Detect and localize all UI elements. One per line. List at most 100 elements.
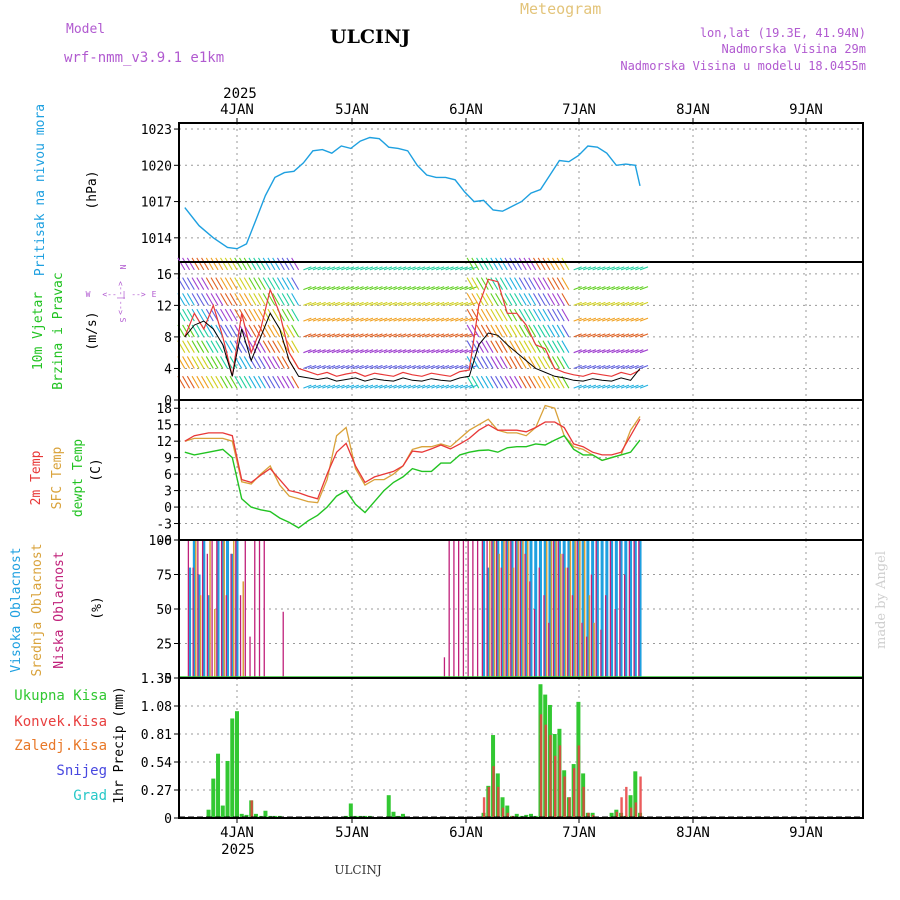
precip-conv-bar (482, 797, 486, 818)
wind-barb (205, 257, 214, 271)
wind-barb (307, 364, 317, 369)
wind-barb (440, 286, 450, 291)
wind-barb (435, 301, 445, 306)
wind-barb (253, 257, 262, 271)
wind-barb (518, 308, 527, 322)
wind-barb (201, 340, 210, 353)
wind-barb (416, 286, 426, 291)
y-tick-label: 12 (156, 435, 172, 450)
wind-barb (331, 317, 341, 322)
wind-barb (402, 301, 412, 306)
wind-barb (317, 301, 326, 306)
wind-barb (341, 333, 350, 338)
wind-barb (272, 375, 281, 389)
wind-barb (606, 286, 616, 291)
y-tick-label: 18 (156, 402, 172, 417)
wind-barb (234, 257, 243, 271)
wind-barb (243, 356, 252, 369)
wind-barb (272, 293, 281, 306)
low-cloud-bar (254, 540, 256, 678)
wind-barb (383, 349, 393, 354)
low-cloud-bar (467, 540, 469, 678)
wind-barb (224, 257, 233, 271)
wind-barb (514, 277, 522, 290)
wind-barb (286, 293, 295, 306)
wind-barb (426, 384, 435, 389)
wind-barb (523, 277, 532, 290)
wind-barb (464, 333, 473, 338)
mid-cloud-bar (545, 540, 548, 678)
wind-barb (402, 333, 412, 338)
wind-barb (431, 266, 440, 271)
wind-barb (267, 340, 276, 353)
wind-barb (312, 364, 322, 369)
precip-conv-bar (625, 786, 628, 818)
wind-barb (272, 277, 281, 290)
wind-barb (416, 266, 426, 271)
wind-barb (291, 340, 300, 353)
wind-barb (639, 301, 649, 306)
wind-barb (355, 317, 364, 322)
low-cloud-bar (187, 540, 190, 678)
precip-conv-bar (497, 786, 500, 818)
wind-barb (253, 293, 262, 306)
wind-barb (201, 277, 210, 290)
wind-barb (379, 286, 388, 291)
wind-barb (471, 277, 480, 290)
wind-barb (592, 301, 601, 306)
low-cloud-bar (206, 553, 208, 678)
low-cloud-bar (211, 540, 213, 678)
high-cloud-bar (591, 540, 595, 678)
wind-barb (435, 333, 445, 338)
wind-barb (587, 364, 597, 369)
wind-barb (291, 308, 300, 322)
wind-barb (224, 324, 233, 338)
wind-barb (398, 286, 407, 291)
wind-barb (196, 277, 205, 290)
wind-barb (561, 293, 570, 306)
day-label-top: 8JAN (676, 102, 710, 118)
wind-barb (490, 340, 499, 353)
wind-barb (407, 364, 416, 369)
wind-barb (364, 301, 374, 306)
wind-barb (191, 375, 200, 389)
wind-barb (229, 277, 238, 290)
wind-barb (445, 317, 454, 322)
y-tick-label: 1.35 (141, 672, 172, 687)
wind-barb (412, 364, 421, 369)
wind-barb (303, 301, 312, 306)
low-cloud-bar (220, 540, 223, 678)
precip-total-bar (633, 771, 638, 818)
wind-barb (322, 333, 331, 338)
wind-barb (445, 384, 454, 389)
wind-barb (369, 301, 378, 306)
wind-ylabel-2: Brzina i Pravac (51, 272, 66, 389)
wind-barb (431, 384, 440, 389)
wind-barb (620, 349, 630, 354)
wind-barb (459, 286, 469, 291)
wind-barb (201, 375, 210, 389)
wind-barb (326, 364, 336, 369)
wind-barb (322, 364, 331, 369)
low-cloud-bar (543, 595, 545, 678)
wind-barb (220, 308, 228, 322)
wind-barb (421, 384, 431, 389)
wind-barb (229, 375, 238, 389)
wind-barb (210, 356, 219, 369)
wind-barb (466, 375, 475, 389)
wind-barb (616, 301, 625, 306)
year-bottom: 2025 (221, 842, 255, 858)
mid-cloud-bar (493, 540, 496, 678)
wind-barb (542, 293, 551, 306)
wind-barb (412, 286, 421, 291)
wind-barb (532, 375, 541, 389)
wind-barb (317, 384, 326, 389)
wind-barb (440, 317, 450, 322)
wind-barb (364, 349, 374, 354)
wind-barb (454, 364, 464, 369)
wind-barb (196, 324, 205, 338)
wind-barb (257, 308, 266, 322)
wind-barb (326, 317, 336, 322)
low-cloud-bar (571, 595, 574, 678)
credit-watermark: made by Angel (874, 551, 889, 649)
